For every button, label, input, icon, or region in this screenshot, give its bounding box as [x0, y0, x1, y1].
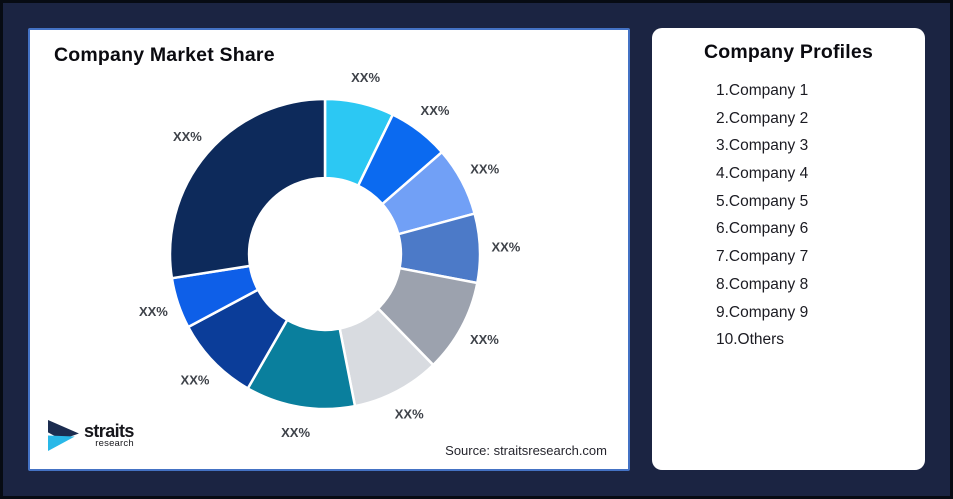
logo-wordmark: straits research — [84, 421, 134, 449]
list-item: 9.Company 9 — [716, 303, 809, 321]
chart-title: Company Market Share — [54, 44, 275, 66]
segment-label-5: XX% — [470, 332, 499, 347]
segment-label-1: XX% — [351, 70, 380, 85]
list-item: 6.Company 6 — [716, 220, 809, 238]
company-list: 1.Company 1 2.Company 2 3.Company 3 4.Compa… — [716, 77, 808, 354]
segment-label-7: XX% — [281, 425, 310, 440]
logo-arrow-cyan — [48, 435, 75, 451]
segment-label-6: XX% — [395, 407, 424, 422]
segment-label-2: XX% — [421, 103, 450, 118]
segment-label-4: XX% — [491, 240, 520, 255]
source-note: Source: straitsresearch.com — [445, 443, 607, 458]
donut-chart: XX% XX% XX% XX% XX% XX% XX% XX% XX% XX% — [139, 70, 521, 440]
logo-subtitle: research — [95, 438, 134, 449]
segment-label-8: XX% — [181, 373, 210, 388]
company-profiles-card: Company Profiles 1.Company 1 2.Company 2 3… — [652, 28, 925, 470]
logo-icon — [48, 420, 79, 451]
market-share-card: Company Market Share XX% XX% XX% XX% XX% XX% X… — [28, 28, 630, 471]
list-item: 2.Company 2 — [716, 109, 809, 127]
donut-segment-10 — [168, 97, 327, 280]
logo-arrow-navy — [48, 420, 79, 440]
list-item: 4.Company 4 — [716, 165, 809, 183]
profiles-title: Company Profiles — [704, 41, 873, 63]
straits-research-logo: straits research — [48, 420, 134, 451]
list-item: 1.Company 1 — [716, 82, 809, 99]
list-item: 10.Others — [716, 331, 785, 349]
list-item: 7.Company 7 — [716, 248, 809, 266]
segment-label-9: XX% — [139, 304, 168, 319]
logo-name: straits — [84, 421, 134, 441]
list-item: 3.Company 3 — [716, 137, 809, 155]
list-item: 8.Company 8 — [716, 275, 809, 293]
segment-label-3: XX% — [470, 161, 499, 176]
segment-label-10: XX% — [173, 129, 202, 144]
list-item: 5.Company 5 — [716, 192, 809, 210]
